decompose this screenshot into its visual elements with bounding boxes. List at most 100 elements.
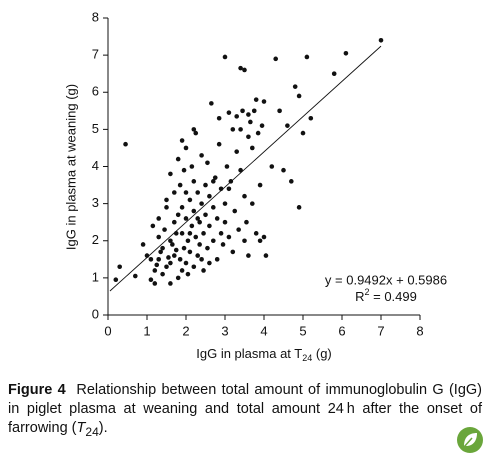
data-point <box>172 253 177 258</box>
data-point <box>211 205 216 210</box>
data-point <box>170 242 175 247</box>
chart: IgG in plasma at weaning (g) IgG in plas… <box>63 9 447 363</box>
data-point <box>207 193 212 199</box>
y-tick-label: 7 <box>92 47 99 62</box>
data-point <box>207 260 212 266</box>
r-squared: R2 = 0.499 <box>355 287 417 304</box>
data-point <box>218 231 224 236</box>
data-point <box>273 56 279 62</box>
data-point <box>175 275 181 281</box>
data-point <box>226 110 232 115</box>
caption-line: Relationship between total amount of imm… <box>76 382 482 398</box>
data-point <box>181 245 187 251</box>
data-point <box>156 257 161 262</box>
data-point <box>191 127 197 132</box>
x-label-unit: (g) <box>312 346 332 361</box>
data-point <box>244 219 249 225</box>
data-point <box>117 264 122 270</box>
data-point <box>205 160 210 166</box>
data-point <box>152 268 158 273</box>
data-point <box>211 179 216 184</box>
caption-line: in piglet plasma at weaning and total am… <box>8 401 482 417</box>
data-point <box>214 257 220 262</box>
data-point <box>168 281 173 286</box>
data-point <box>201 231 206 236</box>
data-point <box>199 153 204 158</box>
caption: Figure 4 Relationship between total amou… <box>8 381 482 442</box>
data-point <box>173 231 179 236</box>
fit-line <box>109 45 382 292</box>
data-point <box>214 216 220 221</box>
data-point <box>193 234 199 240</box>
y-tick-label: 5 <box>92 121 99 136</box>
data-point <box>168 238 173 244</box>
data-point <box>195 190 200 195</box>
data-point <box>269 164 275 169</box>
data-point <box>378 37 384 43</box>
data-point <box>246 134 251 140</box>
data-point <box>207 223 212 229</box>
data-point <box>222 201 228 206</box>
data-point <box>199 201 204 206</box>
data-point <box>250 201 255 206</box>
caption-italic: T <box>76 420 86 436</box>
data-point <box>201 268 206 273</box>
caption-text: farrowing ( <box>8 420 77 436</box>
data-point <box>177 257 183 262</box>
data-point <box>185 271 191 277</box>
data-point <box>234 149 239 154</box>
data-point <box>257 182 263 188</box>
data-point <box>179 231 185 236</box>
data-point <box>218 186 224 192</box>
x-tick-label: 6 <box>338 323 345 338</box>
data-point <box>187 197 193 203</box>
data-point <box>232 208 238 214</box>
data-point <box>181 167 187 173</box>
data-point <box>205 245 210 251</box>
data-point <box>191 264 197 270</box>
data-point <box>238 65 243 71</box>
data-point <box>230 249 236 255</box>
data-point <box>179 205 185 210</box>
data-point <box>148 277 154 283</box>
data-point <box>197 242 202 247</box>
data-point <box>158 249 163 255</box>
data-point <box>292 84 298 89</box>
y-tick-label: 0 <box>92 306 99 321</box>
data-point <box>296 205 302 210</box>
y-tick-label: 8 <box>92 9 99 24</box>
data-point <box>242 193 247 199</box>
data-point <box>226 186 232 192</box>
caption-text: ). <box>98 420 108 436</box>
caption-label: Figure 4 <box>8 382 66 398</box>
data-point <box>216 141 222 147</box>
data-point <box>150 223 156 229</box>
x-tick-label: 2 <box>182 323 189 338</box>
data-point <box>343 50 349 56</box>
data-point <box>281 167 286 173</box>
x-tick-label: 7 <box>377 323 384 338</box>
data-point <box>179 268 185 273</box>
data-point <box>195 253 200 258</box>
data-point <box>164 264 169 270</box>
data-point <box>166 255 171 260</box>
x-label-sub: 24 <box>302 353 312 363</box>
x-tick-label: 0 <box>104 323 111 338</box>
data-point <box>230 127 236 132</box>
data-point <box>234 114 239 119</box>
data-point <box>154 262 160 268</box>
data-point <box>172 190 177 195</box>
data-point <box>173 247 179 253</box>
x-axis-label: IgG in plasma at T24 (g) <box>196 346 332 363</box>
data-point <box>183 216 189 221</box>
data-point <box>162 227 167 232</box>
x-tick-label: 4 <box>260 323 267 338</box>
data-point <box>191 179 197 184</box>
data-point <box>222 54 228 60</box>
data-point <box>331 71 337 76</box>
data-point <box>183 190 189 195</box>
data-point <box>203 212 208 218</box>
data-point <box>216 115 222 121</box>
data-point <box>175 212 181 218</box>
data-point <box>113 277 119 283</box>
